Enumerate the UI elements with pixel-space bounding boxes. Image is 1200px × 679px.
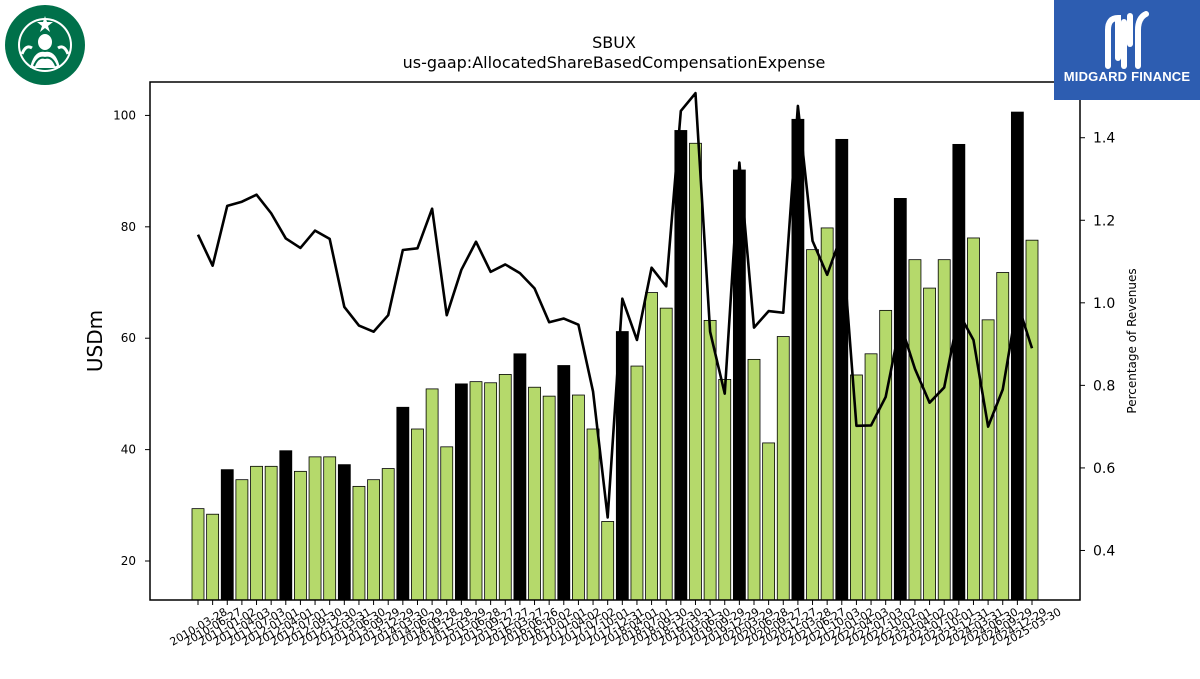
y2-tick-label-5: 1.4 (1093, 131, 1115, 147)
x-axis: 2010-03-282010-06-272011-01-022011-04-03… (168, 600, 1064, 649)
y-tick-label-2: 60 (121, 331, 136, 345)
y-axis-left: 20 40 60 80 100 (113, 108, 150, 568)
y2-tick-label-0: 0.4 (1093, 543, 1115, 559)
bar-32 (660, 308, 672, 600)
bar-3 (236, 480, 248, 600)
bar-7 (294, 471, 306, 600)
bar-43 (821, 228, 833, 600)
line-layer (198, 93, 1032, 518)
bar-4 (251, 466, 263, 600)
bar-17 (441, 447, 453, 600)
bar-5 (265, 466, 277, 600)
bar-35 (704, 320, 716, 600)
y-tick-label-3: 80 (121, 220, 136, 234)
bar-44 (836, 139, 848, 600)
y2-tick-label-2: 0.8 (1093, 378, 1115, 394)
bar-57 (1026, 240, 1038, 600)
bar-51 (938, 260, 950, 600)
bar-52 (953, 144, 965, 600)
bar-46 (865, 354, 877, 600)
bar-10 (338, 465, 350, 600)
bar-33 (675, 130, 687, 600)
y-axis-right: 0.4 0.6 0.8 1.0 1.2 1.4 (1080, 131, 1115, 560)
bar-30 (631, 366, 643, 600)
bar-23 (529, 387, 541, 600)
bar-53 (967, 238, 979, 600)
bar-2 (221, 470, 233, 600)
y2-tick-label-1: 0.6 (1093, 461, 1115, 477)
bar-13 (382, 469, 394, 600)
bar-21 (499, 374, 511, 600)
bar-12 (368, 480, 380, 600)
bar-25 (558, 366, 570, 600)
bar-18 (455, 384, 467, 600)
y-tick-label-1: 40 (121, 443, 136, 457)
bar-27 (587, 429, 599, 600)
bar-9 (324, 457, 336, 600)
bar-54 (982, 320, 994, 600)
bar-14 (397, 407, 409, 600)
y2-axis-label: Percentage of Revenues (1125, 268, 1139, 413)
bar-31 (646, 293, 658, 600)
y-tick-label-4: 100 (113, 108, 136, 122)
bar-55 (997, 272, 1009, 600)
y2-tick-label-3: 1.0 (1093, 296, 1115, 312)
chart-title: SBUX (592, 33, 636, 52)
bar-38 (748, 359, 760, 600)
bar-16 (426, 389, 438, 600)
bar-15 (411, 429, 423, 600)
bar-47 (880, 310, 892, 600)
bar-34 (689, 143, 701, 600)
bar-22 (514, 354, 526, 600)
bar-20 (485, 383, 497, 600)
bar-49 (909, 260, 921, 600)
bar-36 (719, 379, 731, 600)
bar-39 (763, 443, 775, 600)
bar-56 (1011, 112, 1023, 600)
bar-28 (602, 521, 614, 600)
midgard-finance-name: MIDGARD FINANCE (1054, 69, 1200, 84)
bar-42 (807, 250, 819, 600)
bar-41 (792, 119, 804, 600)
bar-11 (353, 486, 365, 600)
bar-45 (850, 375, 862, 600)
bar-50 (924, 288, 936, 600)
bar-1 (207, 514, 219, 600)
y-axis-label: USDm (83, 310, 107, 372)
bar-0 (192, 509, 204, 600)
midgard-mark-icon (1102, 8, 1152, 70)
bar-26 (572, 395, 584, 600)
bar-24 (543, 396, 555, 600)
midgard-finance-logo: MIDGARD FINANCE (1054, 0, 1200, 100)
chart-subtitle: us-gaap:AllocatedShareBasedCompensationE… (403, 53, 826, 72)
y-tick-label-0: 20 (121, 554, 136, 568)
bar-6 (280, 451, 292, 600)
bar-19 (470, 382, 482, 600)
starbucks-siren-icon (4, 4, 86, 86)
bar-48 (894, 198, 906, 600)
revenue-pct-line (198, 93, 1032, 517)
starbucks-logo (4, 4, 86, 86)
bar-8 (309, 457, 321, 600)
y2-tick-label-4: 1.2 (1093, 213, 1115, 229)
bar-40 (777, 337, 789, 600)
